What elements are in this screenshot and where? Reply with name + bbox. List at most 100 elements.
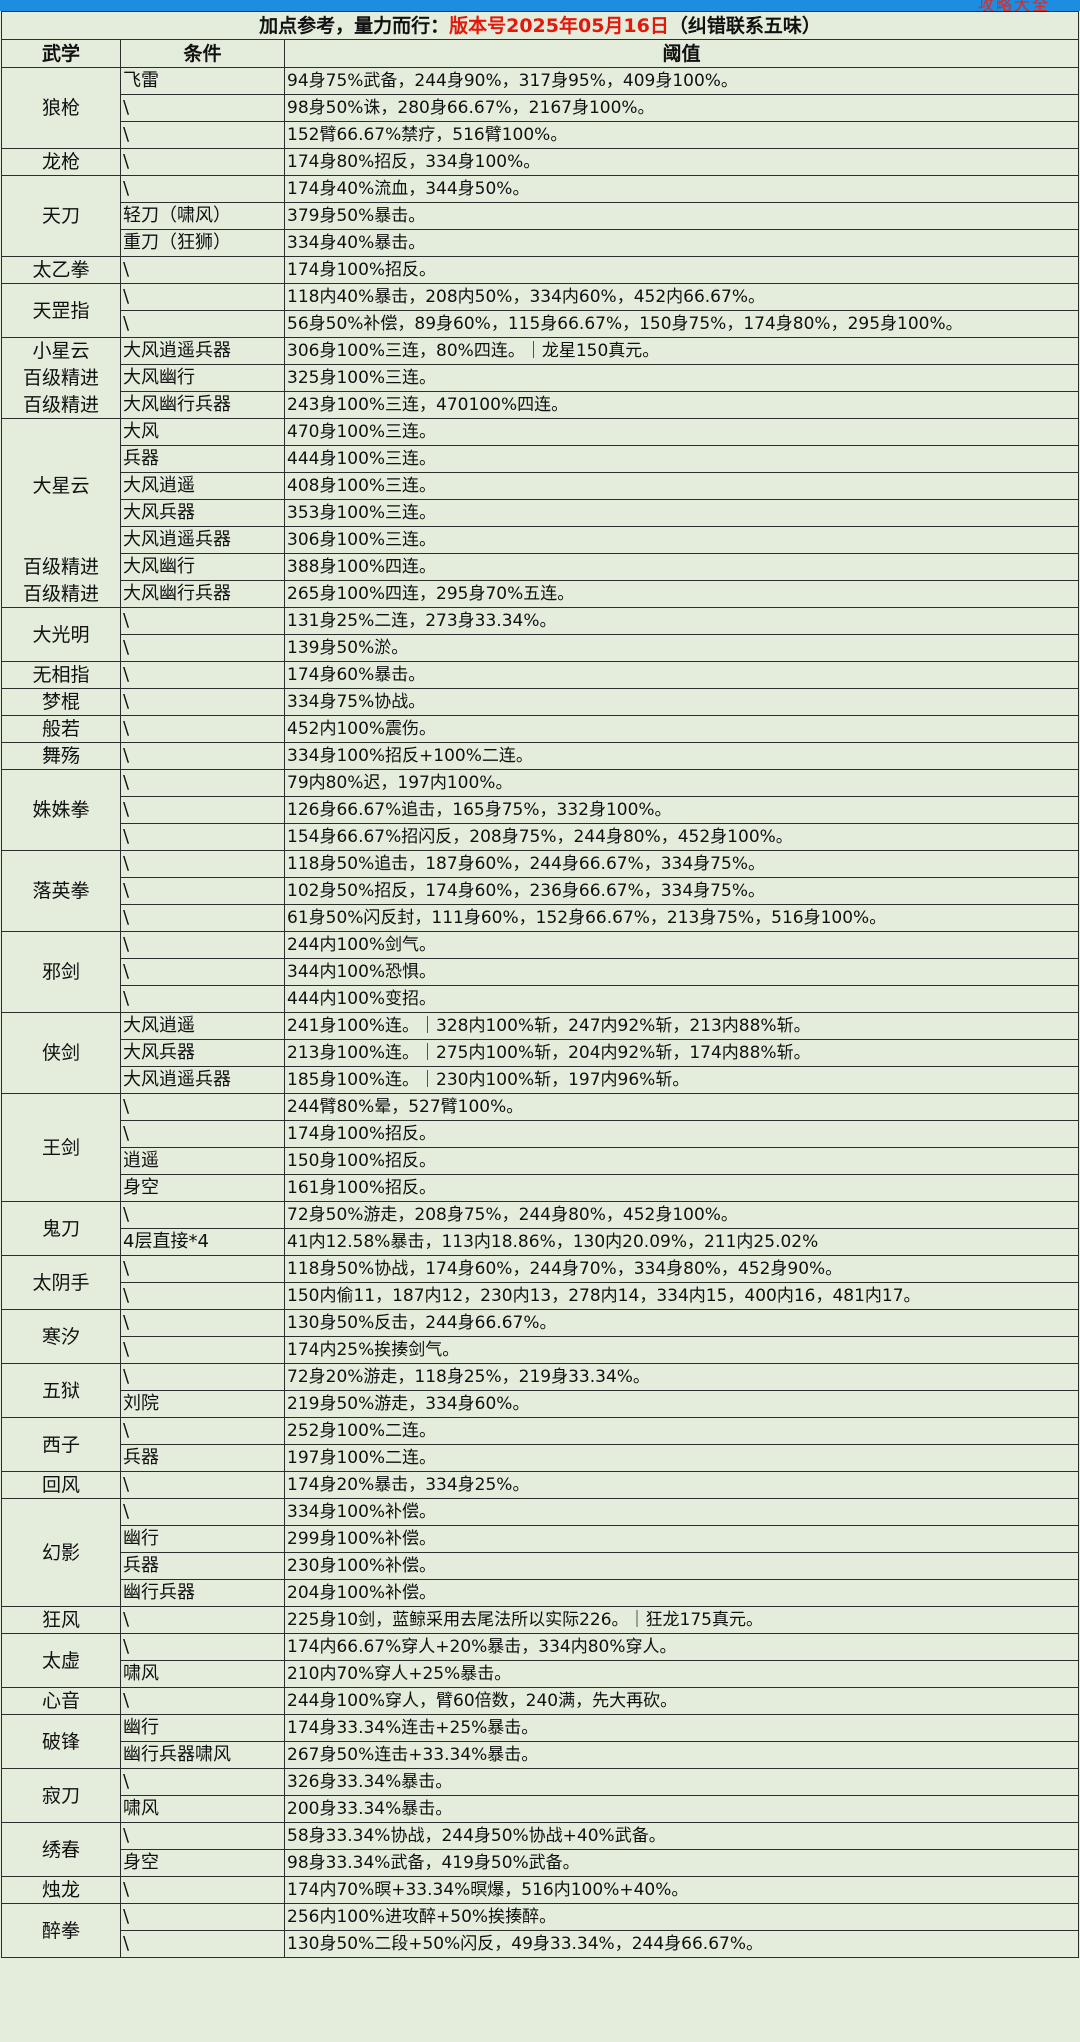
table-row: 梦棍 \ 334身75%协战。: [1, 688, 1079, 716]
condition-cell: \: [120, 1606, 285, 1634]
skill-name: 小星云: [1, 337, 121, 365]
condition-cell: \: [120, 607, 285, 635]
condition-cell: 逍遥: [120, 1147, 285, 1175]
condition-cell: \: [120, 1336, 285, 1364]
condition-cell: \: [120, 1930, 285, 1958]
skill-sublabel: 百级精进: [1, 364, 121, 392]
table-row: \ 56身50%补偿，89身60%，115身66.67%，150身75%，174身…: [2, 310, 1079, 338]
threshold-cell: 174身20%暴击，334身25%。: [284, 1471, 1079, 1499]
table-row: \ 139身50%淤。: [2, 634, 1079, 662]
table-title: 加点参考，量力而行：版本号2025年05月16日（纠错联系五味）: [1, 11, 1079, 40]
condition-cell: 大风幽行兵器: [120, 580, 285, 608]
condition-cell: \: [120, 742, 285, 770]
skill-name: 舞殇: [1, 742, 121, 770]
table-row: \ 61身50%闪反封，111身60%，152身66.67%，213身75%，51…: [2, 904, 1079, 932]
threshold-cell: 118内40%暴击，208内50%，334内60%，452内66.67%。: [284, 283, 1079, 311]
threshold-cell: 130身50%二段+50%闪反，49身33.34%，244身66.67%。: [284, 1930, 1079, 1958]
title-suffix: （纠错联系五味）: [668, 14, 821, 37]
table-row: 大风逍遥兵器 306身100%三连。: [2, 526, 1079, 554]
threshold-cell: 152臂66.67%禁疗，516臂100%。: [284, 121, 1079, 149]
table-row: 小星云 大风逍遥兵器 306身100%三连，80%四连。｜龙星150真元。: [1, 337, 1079, 365]
table-row: \ 154身66.67%招闪反，208身75%，244身80%，452身100%。: [2, 823, 1079, 851]
threshold-cell: 325身100%三连。: [284, 364, 1079, 392]
skill-name: 大星云: [1, 418, 121, 554]
skill-name: 鬼刀: [1, 1201, 121, 1256]
condition-cell: \: [120, 1363, 285, 1391]
threshold-cell: 204身100%补偿。: [284, 1579, 1079, 1607]
condition-cell: \: [120, 175, 285, 203]
condition-cell: \: [120, 931, 285, 959]
condition-cell: \: [120, 823, 285, 851]
table-row: 天刀 \ 174身40%流血，344身50%。: [1, 175, 1079, 257]
table-title-row: 加点参考，量力而行：版本号2025年05月16日（纠错联系五味）: [1, 11, 1079, 40]
table-row: 刘院 219身50%游走，334身60%。: [2, 1390, 1079, 1418]
threshold-cell: 174身33.34%连击+25%暴击。: [284, 1714, 1079, 1742]
column-header-condition: 条件: [120, 39, 285, 68]
threshold-cell: 256内100%进攻醉+50%挨揍醉。: [284, 1903, 1079, 1931]
table-row: 啸风 200身33.34%暴击。: [2, 1795, 1079, 1823]
threshold-cell: 58身33.34%协战，244身50%协战+40%武备。: [284, 1822, 1079, 1850]
threshold-cell: 185身100%连。｜230内100%斩，197内96%斩。: [284, 1066, 1079, 1094]
table-row: 无相指 \ 174身60%暴击。: [1, 661, 1079, 689]
condition-cell: \: [120, 283, 285, 311]
threshold-cell: 98身50%诛，280身66.67%，2167身100%。: [284, 94, 1079, 122]
threshold-cell: 334身40%暴击。: [284, 229, 1079, 257]
title-prefix: 加点参考，量力而行：: [259, 14, 450, 37]
condition-cell: \: [120, 1093, 285, 1121]
threshold-cell: 79内80%迟，197内100%。: [284, 769, 1079, 797]
skill-name: 大光明: [1, 607, 121, 662]
threshold-cell: 388身100%四连。: [284, 553, 1079, 581]
condition-cell: \: [120, 1309, 285, 1337]
table-row: 大风兵器 213身100%连。｜275内100%斩，204内92%斩，174内88…: [2, 1039, 1079, 1067]
table-row: 太阴手 \ 118身50%协战，174身60%，244身70%，334身80%，45…: [1, 1255, 1079, 1310]
condition-cell: \: [120, 256, 285, 284]
skill-name: 太虚: [1, 1633, 121, 1688]
condition-cell: 幽行兵器: [120, 1579, 285, 1607]
condition-cell: \: [120, 1255, 285, 1283]
threshold-cell: 444身100%三连。: [284, 445, 1079, 473]
table-row: 大星云 大风 470身100%三连。: [1, 418, 1079, 554]
skill-name: 破锋: [1, 1714, 121, 1769]
table-row: \ 152臂66.67%禁疗，516臂100%。: [2, 121, 1079, 149]
table-row: 百级精进 大风幽行兵器 243身100%三连，470100%四连。: [1, 391, 1079, 419]
threshold-cell: 174身80%招反，334身100%。: [284, 148, 1079, 176]
condition-cell: \: [120, 310, 285, 338]
skill-name: 寂刀: [1, 1768, 121, 1823]
threshold-cell: 154身66.67%招闪反，208身75%，244身80%，452身100%。: [284, 823, 1079, 851]
table-row: 烛龙 \ 174内70%暝+33.34%暝爆，516内100%+40%。: [1, 1876, 1079, 1904]
table-row: 狼枪 飞雷 94身75%武备，244身90%，317身95%，409身100%。: [1, 67, 1079, 149]
threshold-cell: 174内70%暝+33.34%暝爆，516内100%+40%。: [284, 1876, 1079, 1904]
condition-cell: 大风幽行: [120, 364, 285, 392]
skill-name: 五狱: [1, 1363, 121, 1418]
skill-sublabel: 百级精进: [1, 553, 121, 581]
condition-cell: \: [120, 850, 285, 878]
threshold-cell: 306身100%三连。: [284, 526, 1079, 554]
skill-name: 狼枪: [1, 67, 121, 149]
condition-cell: 大风逍遥: [120, 472, 285, 500]
threshold-cell: 344内100%恐惧。: [284, 958, 1079, 986]
skill-name: 梦棍: [1, 688, 121, 716]
table-row: 大风逍遥 408身100%三连。: [2, 472, 1079, 500]
condition-cell: 兵器: [120, 445, 285, 473]
condition-cell: \: [120, 661, 285, 689]
condition-cell: 幽行: [120, 1714, 285, 1742]
condition-cell: \: [120, 1876, 285, 1904]
table-row: 4层直接*4 41内12.58%暴击，113内18.86%，130内20.09%，…: [2, 1228, 1079, 1256]
skill-name: 无相指: [1, 661, 121, 689]
table-row: 百级精进 大风幽行 388身100%四连。: [1, 553, 1079, 581]
table-row: \ 174身100%招反。: [2, 1120, 1079, 1148]
skill-sublabel: 百级精进: [1, 391, 121, 419]
condition-cell: \: [120, 1282, 285, 1310]
condition-cell: \: [120, 1471, 285, 1499]
top-bar-text: 攻略大全: [977, 0, 1050, 11]
table-row: 王剑 \ 244臂80%晕，527臂100%。: [1, 1093, 1079, 1202]
threshold-cell: 241身100%连。｜328内100%斩，247内92%斩，213内88%斩。: [284, 1012, 1079, 1040]
condition-cell: 大风逍遥兵器: [120, 1066, 285, 1094]
threshold-cell: 118身50%追击，187身60%，244身66.67%，334身75%。: [284, 850, 1079, 878]
table-row: 破锋 幽行 174身33.34%连击+25%暴击。: [1, 1714, 1079, 1769]
skill-name: 邪剑: [1, 931, 121, 1013]
threshold-cell: 353身100%三连。: [284, 499, 1079, 527]
threshold-cell: 174身100%招反。: [284, 1120, 1079, 1148]
skill-name: 烛龙: [1, 1876, 121, 1904]
threshold-cell: 244身100%穿人，臂60倍数，240满，先大再砍。: [284, 1687, 1079, 1715]
